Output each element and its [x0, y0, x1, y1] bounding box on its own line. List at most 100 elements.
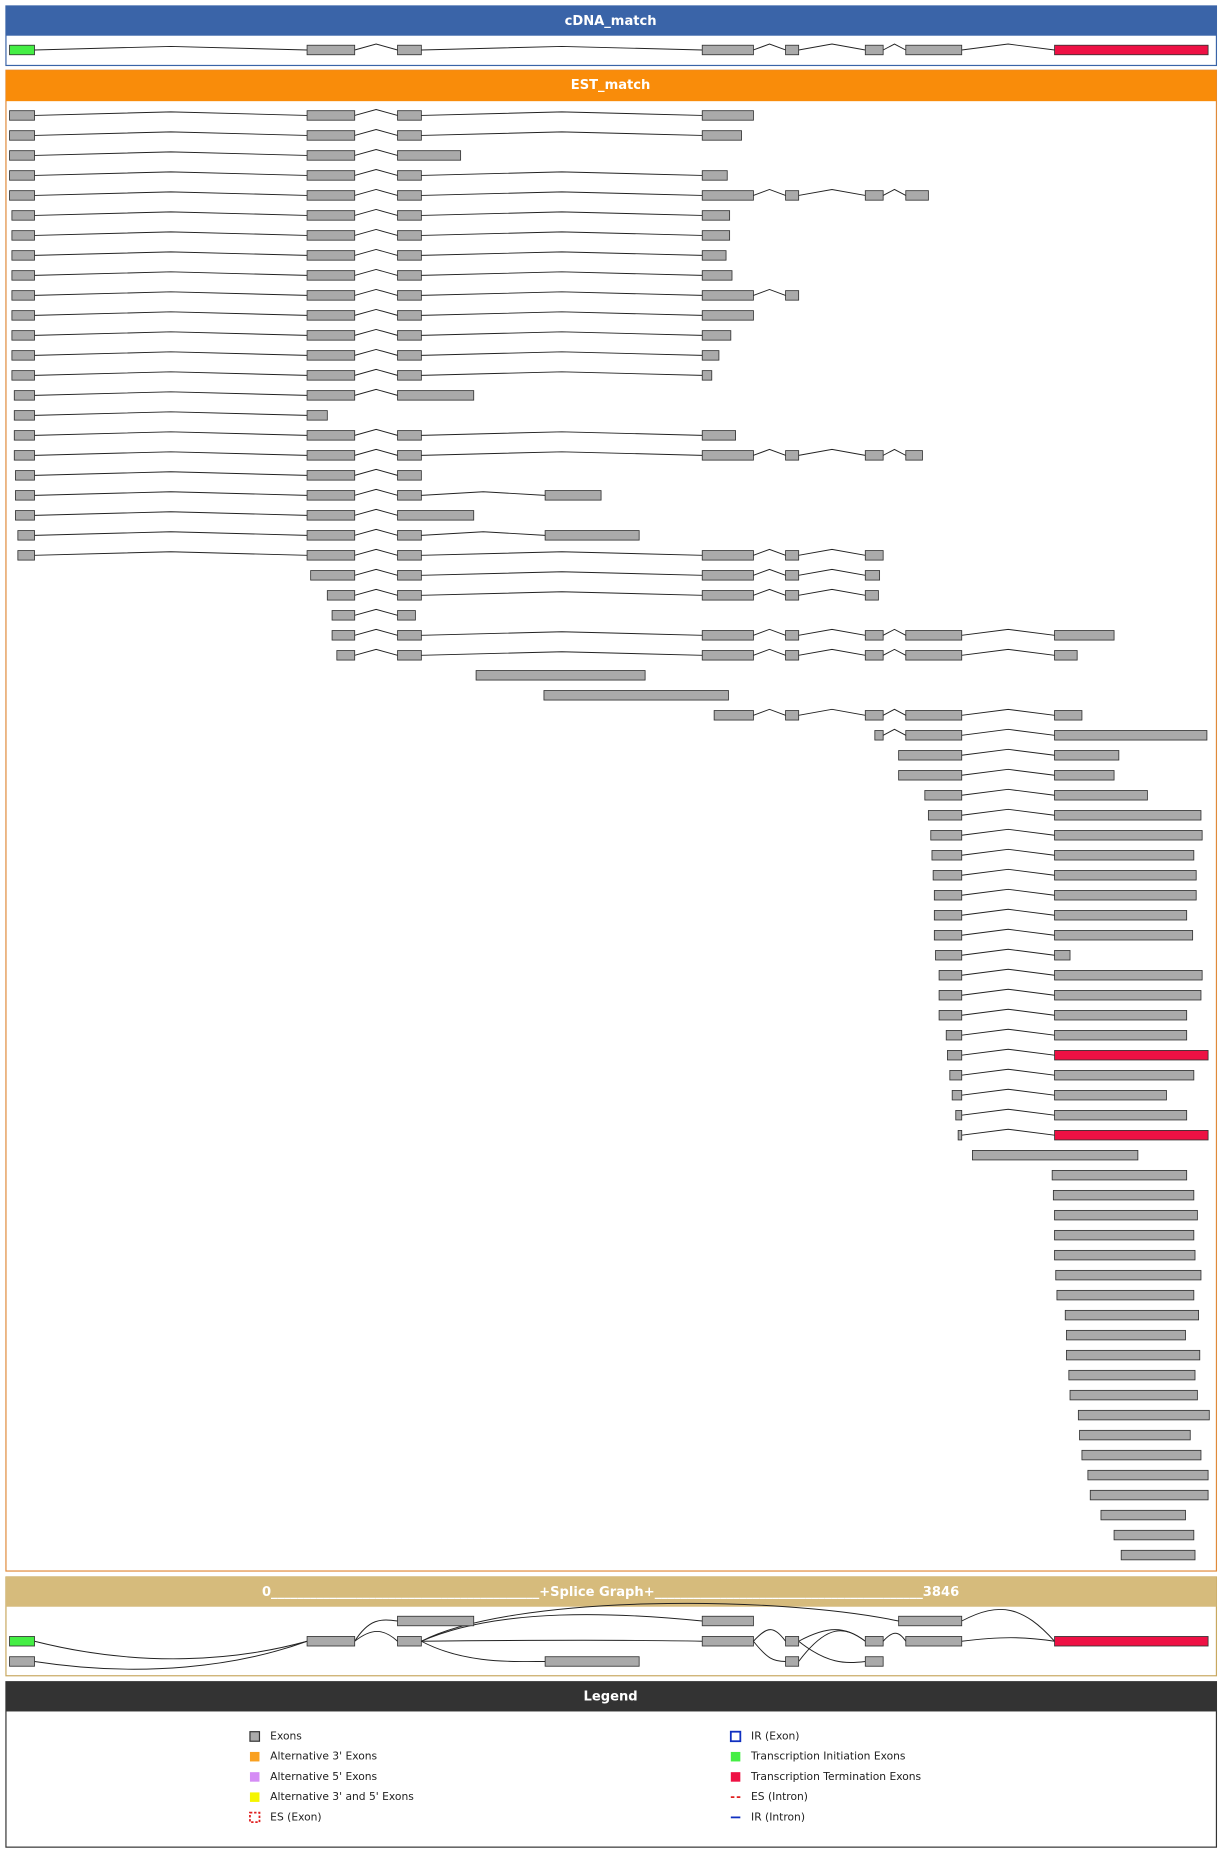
exon [905, 450, 923, 461]
intron [798, 588, 866, 596]
edge [798, 1640, 866, 1663]
exon [544, 1656, 640, 1667]
exon [701, 1636, 754, 1647]
intron [961, 1088, 1055, 1096]
exon [905, 190, 929, 201]
intron [961, 708, 1055, 716]
exon [11, 230, 35, 241]
intron [753, 288, 786, 296]
exon [1113, 1529, 1195, 1541]
exon [397, 250, 422, 261]
exon [905, 1636, 963, 1647]
exon [306, 190, 356, 201]
intron [961, 748, 1055, 756]
legend-label: IR (Exon) [751, 1729, 799, 1742]
intron [34, 471, 308, 476]
exon [905, 650, 963, 661]
intron [354, 588, 398, 596]
exon [1054, 870, 1197, 881]
exon [701, 110, 754, 121]
intron [354, 428, 398, 436]
exon [1087, 1469, 1209, 1481]
exon [1054, 710, 1083, 721]
legend-label: Alternative 5' Exons [270, 1770, 377, 1783]
exon [701, 44, 754, 56]
exon [864, 590, 879, 601]
intron [354, 488, 398, 496]
exon [397, 310, 422, 321]
exon [306, 530, 356, 541]
intron [961, 1028, 1055, 1036]
exon [1054, 990, 1202, 1001]
legend-icon [730, 1751, 741, 1762]
exon [1079, 1429, 1191, 1441]
exon [1054, 810, 1202, 821]
exon [1054, 770, 1115, 781]
intron [354, 608, 398, 616]
exon [1120, 1549, 1196, 1561]
legend-label: ES (Exon) [270, 1810, 321, 1823]
exon [864, 44, 884, 56]
intron [961, 1068, 1055, 1076]
exon [326, 590, 356, 601]
legend-icon [729, 1730, 742, 1743]
intron [354, 43, 398, 51]
exon [11, 330, 35, 341]
intron [34, 211, 308, 216]
exon [397, 470, 422, 481]
exon [933, 910, 963, 921]
intron [961, 43, 1055, 51]
intron [753, 448, 786, 456]
exon [955, 1110, 963, 1121]
intron [421, 251, 703, 256]
exon [701, 570, 754, 581]
exon [1089, 1489, 1209, 1501]
intron [354, 368, 398, 376]
intron [753, 43, 786, 51]
exon [930, 830, 963, 841]
exon [701, 450, 754, 461]
intron [961, 1128, 1055, 1136]
exon [17, 550, 35, 561]
exon [864, 450, 884, 461]
exon [1054, 750, 1120, 761]
exon [13, 450, 35, 461]
exon [475, 670, 646, 681]
exon [933, 930, 963, 941]
exon [701, 630, 754, 641]
exon [397, 590, 422, 601]
exon [1068, 1369, 1196, 1381]
intron [882, 708, 906, 716]
intron [34, 531, 308, 536]
edge [34, 1640, 308, 1660]
intron [34, 411, 308, 416]
exon [864, 550, 884, 561]
intron [961, 1008, 1055, 1016]
exon [397, 230, 422, 241]
exon [306, 250, 356, 261]
exon [864, 190, 884, 201]
exon [713, 710, 754, 721]
intron [421, 491, 546, 496]
exon [1051, 1169, 1188, 1181]
exon [397, 44, 422, 56]
exon [397, 210, 422, 221]
legend-icon [249, 1731, 261, 1742]
exon [15, 470, 35, 481]
legend-icon [730, 1772, 741, 1782]
exon [785, 1636, 800, 1647]
exon [1077, 1409, 1210, 1421]
intron [753, 628, 786, 636]
exon [397, 370, 422, 381]
exon [11, 210, 35, 221]
intron [421, 351, 703, 356]
intron [961, 968, 1055, 976]
legend-label: Transcription Termination Exons [750, 1770, 922, 1783]
intron [961, 648, 1055, 656]
exon [306, 210, 356, 221]
exon [1054, 44, 1209, 56]
exon [11, 290, 35, 301]
intron [421, 191, 703, 196]
exon [306, 490, 356, 501]
cdna-header [5, 5, 1217, 36]
